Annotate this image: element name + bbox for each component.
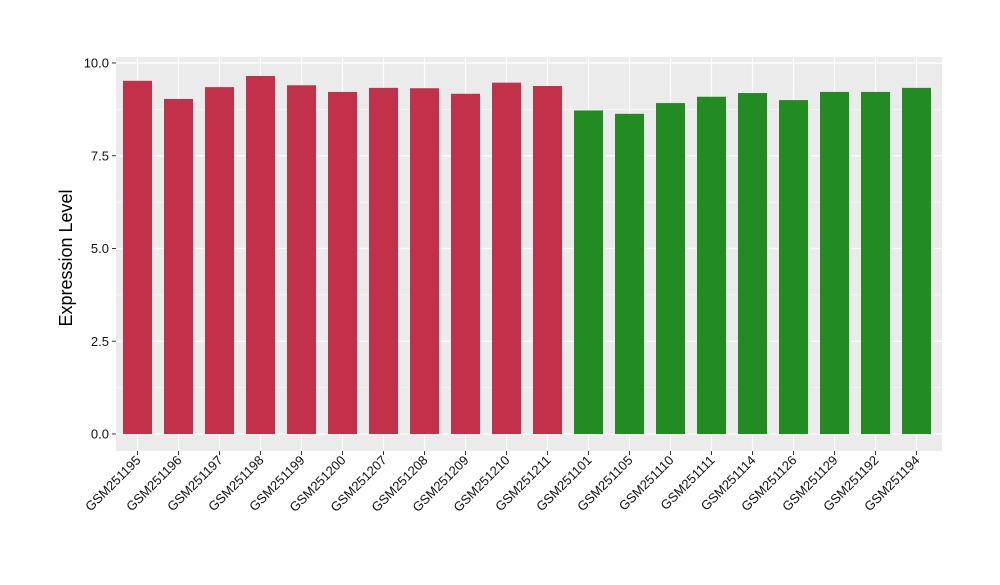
bar-gsm251105 <box>615 113 644 435</box>
bar-gsm251111 <box>697 96 726 435</box>
bar-gsm251192 <box>861 91 890 435</box>
y-axis-title: Expression Level <box>56 189 76 326</box>
bar-gsm251126 <box>779 100 808 434</box>
bar-gsm251199 <box>287 85 316 434</box>
bar-layer <box>123 75 931 435</box>
bar-gsm251209 <box>451 93 480 434</box>
y-tick-label: 2.5 <box>91 334 109 349</box>
bar-gsm251198 <box>246 75 275 435</box>
bar-gsm251114 <box>738 93 767 435</box>
bar-gsm251194 <box>902 87 931 435</box>
x-axis: GSM251195GSM251196GSM251197GSM251198GSM2… <box>82 451 923 515</box>
bar-gsm251196 <box>164 98 193 434</box>
bar-gsm251210 <box>492 82 521 435</box>
y-tick-label: 7.5 <box>91 148 109 163</box>
bar-gsm251200 <box>328 91 357 435</box>
bar-gsm251211 <box>533 86 562 434</box>
bar-gsm251110 <box>656 103 685 435</box>
y-tick-label: 5.0 <box>91 241 109 256</box>
plot-panel <box>116 57 942 451</box>
y-tick-label: 0.0 <box>91 427 109 442</box>
bar-gsm251101 <box>574 110 603 434</box>
bar-gsm251195 <box>123 80 152 435</box>
bar-gsm251197 <box>205 87 234 435</box>
bar-gsm251208 <box>410 88 439 434</box>
y-axis: 0.0 2.5 5.0 7.5 10.0 <box>84 56 116 442</box>
y-tick-label: 10.0 <box>84 56 109 71</box>
bar-gsm251207 <box>369 87 398 435</box>
bar-gsm251129 <box>820 91 849 435</box>
